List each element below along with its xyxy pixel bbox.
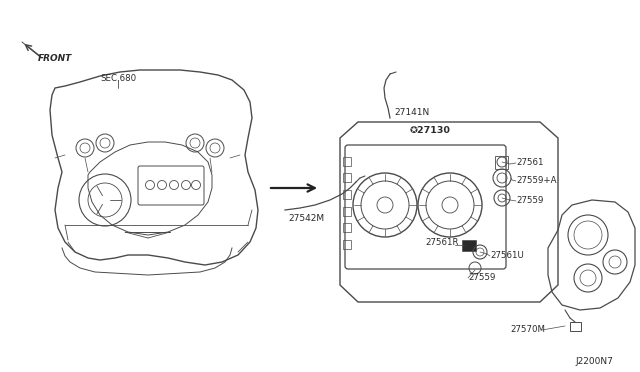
- Text: 27561R: 27561R: [425, 237, 458, 247]
- Text: 27559+A: 27559+A: [516, 176, 557, 185]
- Text: 27561U: 27561U: [490, 250, 524, 260]
- Text: 27561: 27561: [516, 157, 543, 167]
- Text: J2200N7: J2200N7: [575, 357, 613, 366]
- Text: 27559: 27559: [468, 273, 495, 282]
- Text: FRONT: FRONT: [38, 54, 72, 63]
- Text: 27542M: 27542M: [288, 214, 324, 222]
- Text: 27570M: 27570M: [510, 326, 545, 334]
- Text: 27559: 27559: [516, 196, 543, 205]
- Text: ✪27130: ✪27130: [410, 125, 451, 135]
- Text: SEC.680: SEC.680: [100, 74, 136, 83]
- Text: 27141N: 27141N: [394, 108, 429, 116]
- FancyBboxPatch shape: [462, 240, 476, 251]
